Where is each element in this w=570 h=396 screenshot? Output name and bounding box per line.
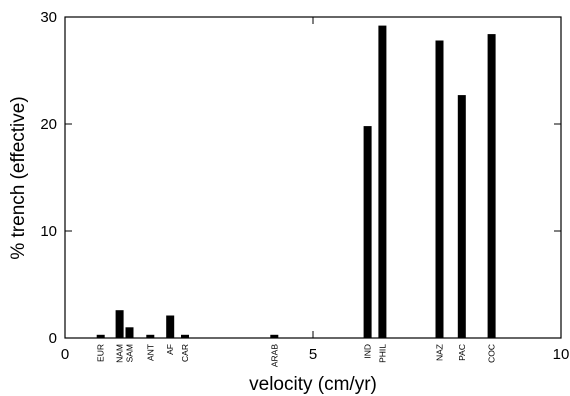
x-tick-label: 0: [61, 346, 69, 363]
plot-frame: [64, 16, 562, 339]
x-axis-title: velocity (cm/yr): [249, 374, 377, 395]
bar-arab: [270, 334, 279, 338]
bar-nam: [115, 310, 124, 338]
bar-label-sam: SAM: [125, 344, 135, 362]
x-tick-label: 5: [309, 346, 317, 363]
bars-group: [96, 25, 496, 338]
bar-phil: [378, 25, 387, 338]
x-tick-label: 10: [553, 346, 570, 363]
bar-car: [181, 334, 189, 338]
bar-coc: [487, 34, 496, 338]
y-tick-label: 30: [40, 9, 57, 26]
bar-naz: [435, 40, 444, 338]
bar-label-nam: NAM: [115, 344, 125, 363]
bar-af: [166, 315, 175, 338]
bar-ind: [363, 126, 372, 338]
bar-label-af: AF: [165, 344, 175, 355]
bar-eur: [96, 334, 105, 338]
bar-label-phil: PHIL: [377, 344, 387, 363]
bar-labels-group: EUR NAM SAM ANT AF CAR ARAB IND PHIL NAZ PAC COC: [96, 344, 497, 367]
bar-sam: [125, 327, 134, 338]
bar-ant: [146, 334, 155, 338]
bar-label-pac: PAC: [457, 344, 467, 361]
bar-label-naz: NAZ: [435, 344, 445, 361]
bar-label-ind: IND: [363, 344, 373, 359]
bar-label-coc: COC: [487, 344, 497, 363]
bar-label-arab: ARAB: [269, 344, 279, 367]
bar-label-ant: ANT: [145, 344, 155, 361]
y-axis-title: % trench (effective): [8, 96, 29, 259]
y-tick-label: 10: [40, 223, 57, 240]
ticks-group: 0 5 10 0 10 20 30: [40, 9, 569, 363]
y-tick-label: 0: [49, 330, 57, 347]
y-tick-label: 20: [40, 116, 57, 133]
bar-label-eur: EUR: [96, 344, 106, 362]
bar-label-car: CAR: [180, 344, 190, 362]
bar-pac: [457, 95, 466, 338]
